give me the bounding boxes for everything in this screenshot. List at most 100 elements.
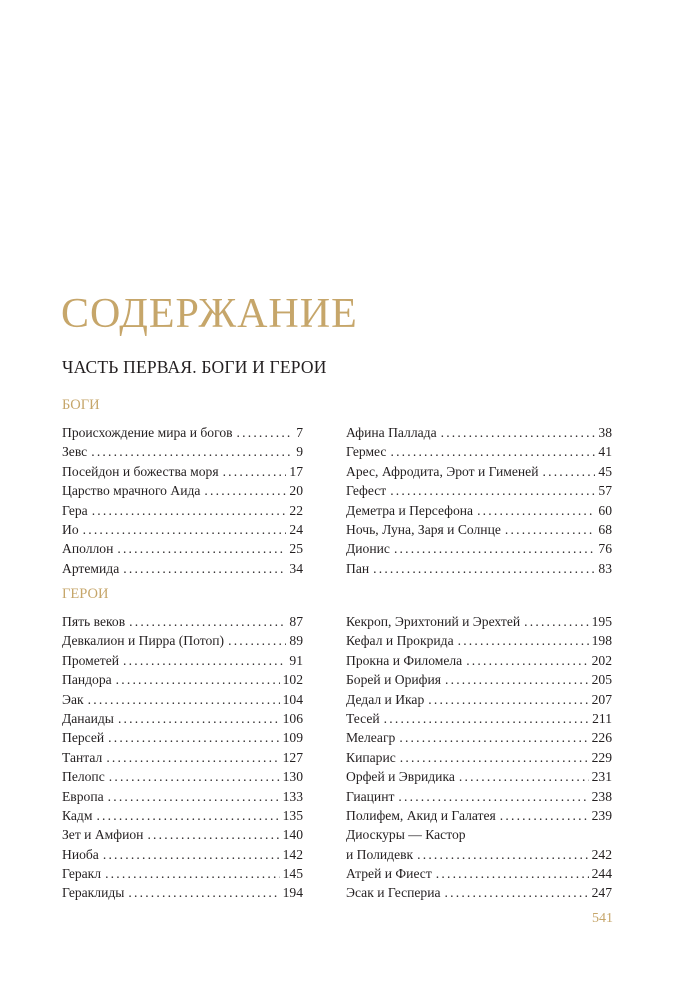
toc-entry: Мелеагр 226 [346, 728, 612, 747]
toc-entry-title: Происхождение мира и богов [62, 424, 233, 440]
toc-entry-page: 83 [598, 560, 612, 576]
toc-entry-title: Аполлон [62, 541, 114, 557]
section-heading-heroes: ГЕРОИ [62, 586, 109, 602]
toc-entry-page: 38 [598, 424, 612, 440]
dot-leader [129, 612, 286, 631]
toc-entry-title: Орфей и Эвридика [346, 769, 455, 785]
toc-entry-title: Данаиды [62, 710, 114, 726]
dot-leader [445, 883, 589, 902]
dot-leader [400, 748, 589, 767]
toc-entry-page: 226 [591, 730, 612, 746]
toc-entry-title: Персей [62, 730, 105, 746]
section-heading-gods: БОГИ [62, 397, 100, 413]
toc-entry-title: Тантал [62, 749, 103, 765]
toc-entry: Девкалион и Пирра (Потоп) 89 [62, 631, 303, 650]
dot-leader [88, 690, 280, 709]
toc-entry: Пандора 102 [62, 670, 303, 689]
toc-entry-title: Эсак и Геспериа [346, 885, 441, 901]
dot-leader [91, 442, 293, 461]
toc-entry-title: Европа [62, 788, 104, 804]
toc-entry-title: Артемида [62, 560, 120, 576]
dot-leader [123, 651, 286, 670]
dot-leader [428, 690, 588, 709]
toc-entry-title: Полифем, Акид и Галатея [346, 807, 496, 823]
toc-entry: Борей и Орифия 205 [346, 670, 612, 689]
toc-entry-title: Афина Паллада [346, 424, 437, 440]
toc-entry: Зет и Амфион 140 [62, 825, 303, 844]
toc-entry-title: Зевс [62, 444, 88, 460]
dot-leader [390, 481, 595, 500]
toc-entry: Гиацинт 238 [346, 787, 612, 806]
dot-leader [543, 462, 596, 481]
toc-entry-title: Атрей и Фиест [346, 866, 432, 882]
toc-entry-page: 140 [282, 827, 303, 843]
toc-entry-page: 244 [591, 866, 612, 882]
toc-entry-title: Мелеагр [346, 730, 396, 746]
dot-leader [417, 845, 588, 864]
toc-entry-page: 211 [592, 710, 612, 726]
toc-entry-page: 142 [282, 846, 303, 862]
dot-leader [96, 806, 279, 825]
toc-entry: Кипарис 229 [346, 748, 612, 767]
dot-leader [390, 442, 595, 461]
dot-leader [228, 631, 286, 650]
toc-gods-left: Происхождение мира и богов 7 Зевс 9 Посейдон… [62, 423, 303, 578]
toc-entry: Тантал 127 [62, 748, 303, 767]
toc-entry-title: Деметра и Персефона [346, 502, 474, 518]
toc-entry: Афина Паллада 38 [346, 423, 612, 442]
toc-entry-title: Арес, Афродита, Эрот и Гименей [346, 463, 539, 479]
dot-leader [223, 462, 287, 481]
dot-leader [204, 481, 286, 500]
toc-entry-title: Девкалион и Пирра (Потоп) [62, 633, 225, 649]
dot-leader [123, 559, 286, 578]
dot-leader [147, 825, 279, 844]
toc-entry: Аполлон 25 [62, 539, 303, 558]
toc-entry-page: 242 [591, 846, 612, 862]
dot-leader [103, 845, 280, 864]
toc-entry: Ночь, Луна, Заря и Солнце 68 [346, 520, 612, 539]
toc-entry-title: Посейдон и божества моря [62, 463, 219, 479]
toc-entry: Прокна и Филомела 202 [346, 651, 612, 670]
toc-entry-title: Гера [62, 502, 88, 518]
toc-entry: Дионис 76 [346, 539, 612, 558]
toc-entry: Царство мрачного Аида 20 [62, 481, 303, 500]
toc-entry: Гера 22 [62, 501, 303, 520]
toc-entry-page: 57 [598, 483, 612, 499]
toc-entry-title: Гераклиды [62, 885, 125, 901]
toc-entry: Зевс 9 [62, 442, 303, 461]
toc-entry-page: 9 [296, 444, 303, 460]
toc-entry-title: Кадм [62, 807, 93, 823]
toc-entry-page: 238 [591, 788, 612, 804]
toc-entry-title: Эак [62, 691, 84, 707]
toc-entry-title: Борей и Орифия [346, 672, 442, 688]
toc-entry: Кефал и Прокрида 198 [346, 631, 612, 650]
toc-entry-page: 198 [591, 633, 612, 649]
toc-entry-title: Геракл [62, 866, 102, 882]
dot-leader [458, 631, 589, 650]
toc-entry: Гефест 57 [346, 481, 612, 500]
dot-leader [373, 559, 595, 578]
dot-leader [92, 501, 287, 520]
dot-leader [459, 767, 589, 786]
toc-entry-page: 89 [289, 633, 303, 649]
dot-leader [128, 883, 279, 902]
toc-entry-title: Дедал и Икар [346, 691, 425, 707]
toc-entry-page: 102 [282, 672, 303, 688]
toc-entry: Полифем, Акид и Галатея 239 [346, 806, 612, 825]
toc-entry-title: Ниоба [62, 846, 99, 862]
dot-leader [117, 539, 286, 558]
toc-entry-page: 104 [282, 691, 303, 707]
toc-entry-title: Диоскуры — Кастор [346, 827, 466, 843]
toc-entry: Европа 133 [62, 787, 303, 806]
dot-leader [445, 670, 589, 689]
toc-entry-title: Зет и Амфион [62, 827, 144, 843]
toc-entry-page: 127 [282, 749, 303, 765]
toc-entry-title: Гиацинт [346, 788, 395, 804]
toc-entry-page: 239 [591, 807, 612, 823]
toc-entry-title: Тесей [346, 710, 380, 726]
toc-entry-page: 130 [282, 769, 303, 785]
toc-entry-title: Ночь, Луна, Заря и Солнце [346, 521, 501, 537]
dot-leader [500, 806, 589, 825]
dot-leader [109, 767, 280, 786]
toc-entry-page: 68 [598, 521, 612, 537]
